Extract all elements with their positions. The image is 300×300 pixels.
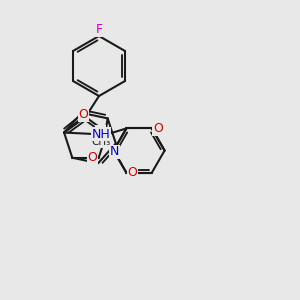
Text: O: O bbox=[87, 151, 97, 164]
Text: O: O bbox=[79, 108, 88, 121]
Text: N: N bbox=[110, 146, 119, 158]
Text: N: N bbox=[96, 126, 105, 139]
Text: NH: NH bbox=[91, 128, 110, 140]
Text: O: O bbox=[153, 122, 163, 135]
Text: CH₃: CH₃ bbox=[92, 137, 111, 147]
Text: O: O bbox=[128, 166, 137, 179]
Text: F: F bbox=[95, 23, 103, 36]
